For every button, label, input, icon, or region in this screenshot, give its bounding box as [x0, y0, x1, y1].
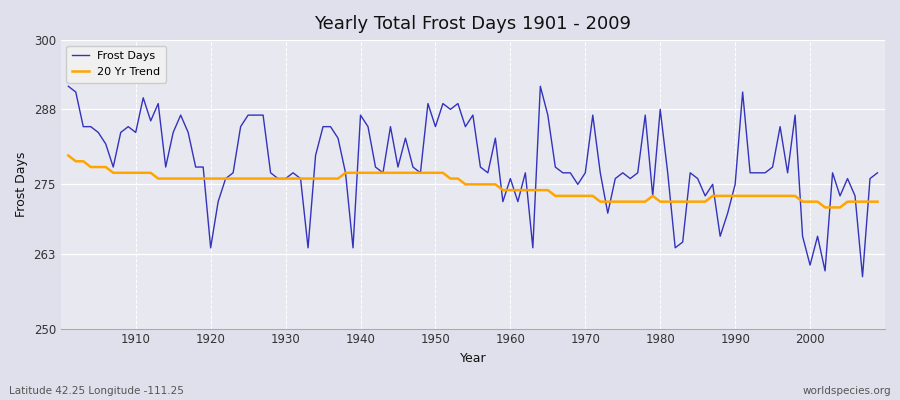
Title: Yearly Total Frost Days 1901 - 2009: Yearly Total Frost Days 1901 - 2009: [314, 15, 632, 33]
Frost Days: [333, 136, 344, 140]
20 Yr Trend: [333, 176, 344, 181]
X-axis label: Year: Year: [460, 352, 486, 365]
20 Yr Trend: [872, 199, 883, 204]
20 Yr Trend: [505, 188, 516, 192]
20 Yr Trend: [63, 153, 74, 158]
Frost Days: [288, 170, 299, 175]
20 Yr Trend: [595, 199, 606, 204]
Frost Days: [122, 124, 133, 129]
20 Yr Trend: [288, 176, 299, 181]
20 Yr Trend: [498, 188, 508, 192]
Frost Days: [63, 84, 74, 89]
20 Yr Trend: [820, 205, 831, 210]
20 Yr Trend: [122, 170, 133, 175]
Text: worldspecies.org: worldspecies.org: [803, 386, 891, 396]
Frost Days: [498, 199, 508, 204]
Frost Days: [505, 176, 516, 181]
Y-axis label: Frost Days: Frost Days: [15, 152, 28, 217]
Legend: Frost Days, 20 Yr Trend: Frost Days, 20 Yr Trend: [67, 46, 166, 82]
Text: Latitude 42.25 Longitude -111.25: Latitude 42.25 Longitude -111.25: [9, 386, 184, 396]
Line: 20 Yr Trend: 20 Yr Trend: [68, 156, 878, 208]
Frost Days: [872, 170, 883, 175]
Frost Days: [595, 170, 606, 175]
Line: Frost Days: Frost Days: [68, 86, 878, 277]
Frost Days: [857, 274, 868, 279]
